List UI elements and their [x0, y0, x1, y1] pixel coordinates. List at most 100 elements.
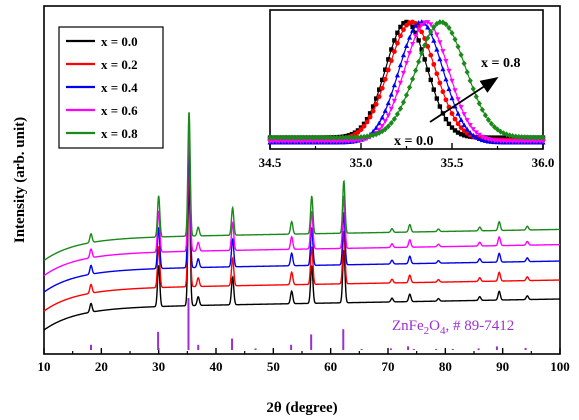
inset-marker: [504, 135, 509, 140]
inset-marker: [425, 20, 431, 25]
inset-marker: [464, 69, 470, 76]
inset-marker: [337, 134, 343, 141]
inset-marker: [358, 137, 364, 143]
main-x-tick-label: 20: [95, 359, 108, 374]
inset-marker: [358, 127, 364, 132]
inset-marker: [482, 112, 488, 119]
inset-marker: [443, 76, 449, 82]
inset-marker: [473, 134, 479, 140]
inset-marker: [434, 32, 440, 38]
inset-marker: [355, 134, 361, 141]
inset-marker: [470, 132, 476, 138]
inset-marker: [449, 111, 455, 116]
inset-marker: [364, 116, 370, 122]
inset-marker: [409, 41, 416, 47]
inset-marker: [455, 121, 461, 127]
inset-marker: [501, 135, 506, 140]
inset-marker: [458, 105, 464, 110]
inset-marker: [452, 88, 458, 94]
main-x-tick-label: 30: [152, 359, 165, 374]
inset-x-ticks: 34.5 35.0 35.5 36.0: [259, 143, 555, 170]
inset-x-tick-label: 35.5: [441, 155, 464, 170]
inset-marker: [276, 134, 282, 141]
inset-marker: [385, 113, 391, 119]
inset-marker: [391, 98, 397, 104]
inset-marker: [428, 77, 433, 83]
inset-marker: [361, 133, 367, 140]
inset-marker: [385, 123, 391, 130]
inset-plot: 34.5 35.0 35.5 36.0 x = 0.0 x = 0.8: [259, 9, 555, 170]
shift-arrow: [429, 77, 499, 123]
inset-marker: [437, 56, 443, 62]
inset-marker: [318, 134, 325, 141]
inset-marker: [386, 57, 391, 62]
inset-x-tick-label: 36.0: [532, 155, 555, 170]
inset-marker: [373, 96, 379, 101]
inset-marker: [485, 116, 491, 123]
inset-marker: [294, 134, 300, 141]
inset-marker: [370, 132, 376, 139]
inset-marker: [449, 29, 455, 36]
inset-marker: [370, 108, 376, 114]
inset-marker: [440, 66, 446, 72]
inset-marker: [370, 104, 376, 109]
inset-marker: [388, 91, 394, 97]
inset-marker: [270, 134, 276, 141]
inset-marker: [458, 117, 464, 122]
inset-marker: [377, 87, 382, 92]
legend: x = 0.0 x = 0.2 x = 0.4 x = 0.6 x = 0.8: [58, 26, 164, 149]
inset-marker: [516, 133, 522, 140]
inset-marker: [328, 134, 334, 141]
inset-marker: [422, 57, 427, 62]
main-x-tick-label: 50: [267, 359, 280, 374]
inset-marker: [394, 72, 400, 78]
inset-marker: [379, 114, 385, 120]
reference-label-sub2: 4: [440, 325, 446, 337]
inset-marker: [531, 134, 537, 141]
inset-marker: [413, 30, 418, 35]
inset-marker: [443, 116, 449, 122]
reference-label-sub1: 2: [424, 325, 430, 337]
inset-marker: [373, 131, 379, 138]
inset-marker: [297, 134, 303, 141]
inset-marker: [449, 95, 455, 101]
inset-annotation-start: x = 0.0: [394, 134, 433, 149]
inset-marker: [449, 78, 455, 84]
inset-marker: [288, 134, 294, 141]
inset-marker: [419, 50, 425, 57]
inset-marker: [534, 134, 540, 141]
inset-marker: [455, 43, 461, 50]
xrd-series-line: [43, 127, 560, 277]
inset-marker: [419, 22, 425, 28]
inset-marker: [379, 85, 385, 91]
inset-marker: [379, 123, 385, 129]
xrd-series-line: [43, 162, 560, 312]
inset-marker: [388, 106, 394, 112]
inset-marker: [540, 134, 546, 141]
inset-marker: [431, 24, 437, 31]
inset-marker: [437, 40, 443, 46]
inset-marker: [382, 126, 388, 133]
inset-marker: [403, 92, 410, 99]
inset-marker: [425, 67, 430, 72]
reference-lines: [90, 298, 527, 350]
inset-marker: [473, 130, 479, 136]
inset-marker: [343, 134, 349, 141]
inset-marker: [380, 77, 385, 83]
inset-marker: [400, 52, 407, 58]
inset-marker: [394, 111, 400, 118]
inset-marker: [367, 114, 373, 120]
inset-marker: [303, 134, 309, 141]
inset-marker: [431, 61, 437, 67]
inset-marker: [285, 134, 291, 141]
inset-series: [267, 19, 546, 141]
inset-marker: [334, 134, 340, 141]
inset-marker: [331, 134, 337, 141]
inset-marker: [382, 119, 388, 124]
inset-marker: [383, 67, 388, 72]
inset-marker: [397, 62, 404, 68]
inset-marker: [419, 47, 424, 52]
legend-label: x = 0.0: [101, 34, 138, 49]
main-x-ticks: 10 20 30 40 50 60 70 80 90 100: [38, 348, 570, 374]
inset-marker: [431, 37, 437, 43]
